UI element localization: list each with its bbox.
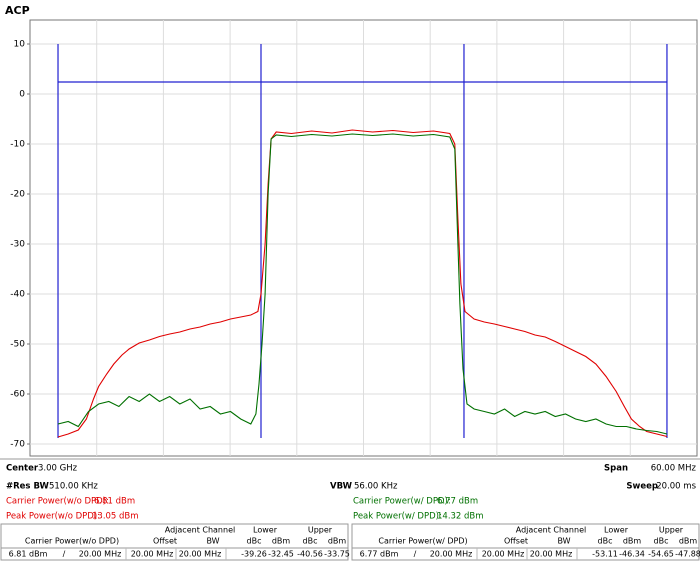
info-value: 20.00 ms [656, 482, 696, 492]
table-header: Lower [253, 526, 278, 535]
info-value: 3.00 GHz [38, 464, 78, 474]
table-header: dBc [654, 537, 669, 546]
y-tick-label: -10 [10, 140, 25, 150]
info-label: Sweep [626, 482, 658, 492]
table-header: Upper [308, 526, 333, 535]
table-header: Offset [153, 537, 177, 546]
table-header: dBm [272, 537, 291, 546]
table-cell: -40.56 [297, 550, 323, 559]
table-header: BW [206, 537, 219, 546]
info-value: 60.00 MHz [651, 464, 697, 474]
table-header: dBm [328, 537, 347, 546]
table-header: dBc [598, 537, 613, 546]
table-frame [0, 523, 349, 561]
table-cell: -39.26 [241, 550, 267, 559]
info-label: #Res BW [6, 482, 49, 492]
y-tick-label: -20 [10, 190, 25, 200]
table-cell: -33.75 [324, 550, 350, 559]
chart-title: ACP [5, 4, 30, 17]
info-label: Carrier Power(w/ DPD): [353, 497, 451, 507]
table-cell: -32.45 [268, 550, 294, 559]
table-cell: 20.00 MHz [530, 550, 573, 559]
table-cell: 20.00 MHz [430, 550, 473, 559]
table-header: Upper [659, 526, 684, 535]
table-cell: -46.34 [619, 550, 645, 559]
table-cell: -54.65 [648, 550, 674, 559]
info-value: 6.81 dBm [94, 497, 135, 507]
info-value: 14.32 dBm [437, 512, 484, 522]
table-cell: 6.81 dBm [9, 550, 48, 559]
info-label: Span [604, 464, 628, 474]
table-header: BW [557, 537, 570, 546]
table-cell: 20.00 MHz [482, 550, 525, 559]
table-cell: / [63, 550, 66, 559]
table-header: dBm [623, 537, 642, 546]
table-header: Carrier Power(w/ DPD) [378, 537, 467, 546]
info-label: Peak Power(w/ DPD): [353, 512, 442, 522]
acp-tables: Adjacent Channel Lower Upper Carrier Power(… [0, 523, 700, 561]
table-cell: 20.00 MHz [131, 550, 174, 559]
table-cell: -53.11 [592, 550, 618, 559]
table-cell: / [414, 550, 417, 559]
table-cell: -47.88 [675, 550, 700, 559]
table-header: Carrier Power(w/o DPD) [25, 537, 119, 546]
table-header: dBm [679, 537, 698, 546]
info-label: Center [6, 464, 39, 474]
info-value: 56.00 KHz [354, 482, 398, 492]
y-tick-label: -30 [10, 240, 25, 250]
table-header: dBc [247, 537, 262, 546]
y-tick-label: 10 [14, 40, 26, 50]
info-value: 510.00 KHz [49, 482, 98, 492]
info-panel: Center 3.00 GHz Span 60.00 MHz #Res BW 5… [6, 464, 697, 522]
y-tick-label: 0 [19, 90, 25, 100]
info-label: Peak Power(w/o DPD): [6, 512, 100, 522]
y-tick-label: -70 [10, 440, 25, 450]
info-label: VBW [330, 482, 353, 492]
trace [57, 129, 668, 438]
table-header: dBc [303, 537, 318, 546]
table-header: Adjacent Channel [165, 526, 235, 535]
table-header: Offset [504, 537, 528, 546]
y-tick-label: -60 [10, 390, 25, 400]
info-value: 13.05 dBm [92, 512, 139, 522]
table-cell: 20.00 MHz [79, 550, 122, 559]
table-cell: 20.00 MHz [179, 550, 222, 559]
info-label: Carrier Power(w/o DPD): [6, 497, 109, 507]
trace [57, 133, 668, 435]
info-value: 6.77 dBm [437, 497, 478, 507]
plot: 10 0 -10 -20 -30 -40 -50 -60 -70 [10, 20, 697, 456]
table-frame [351, 523, 700, 561]
table-header: Adjacent Channel [516, 526, 586, 535]
table-cell: 6.77 dBm [360, 550, 399, 559]
y-tick-label: -50 [10, 340, 25, 350]
table-header: Lower [604, 526, 629, 535]
y-tick-label: -40 [10, 290, 25, 300]
